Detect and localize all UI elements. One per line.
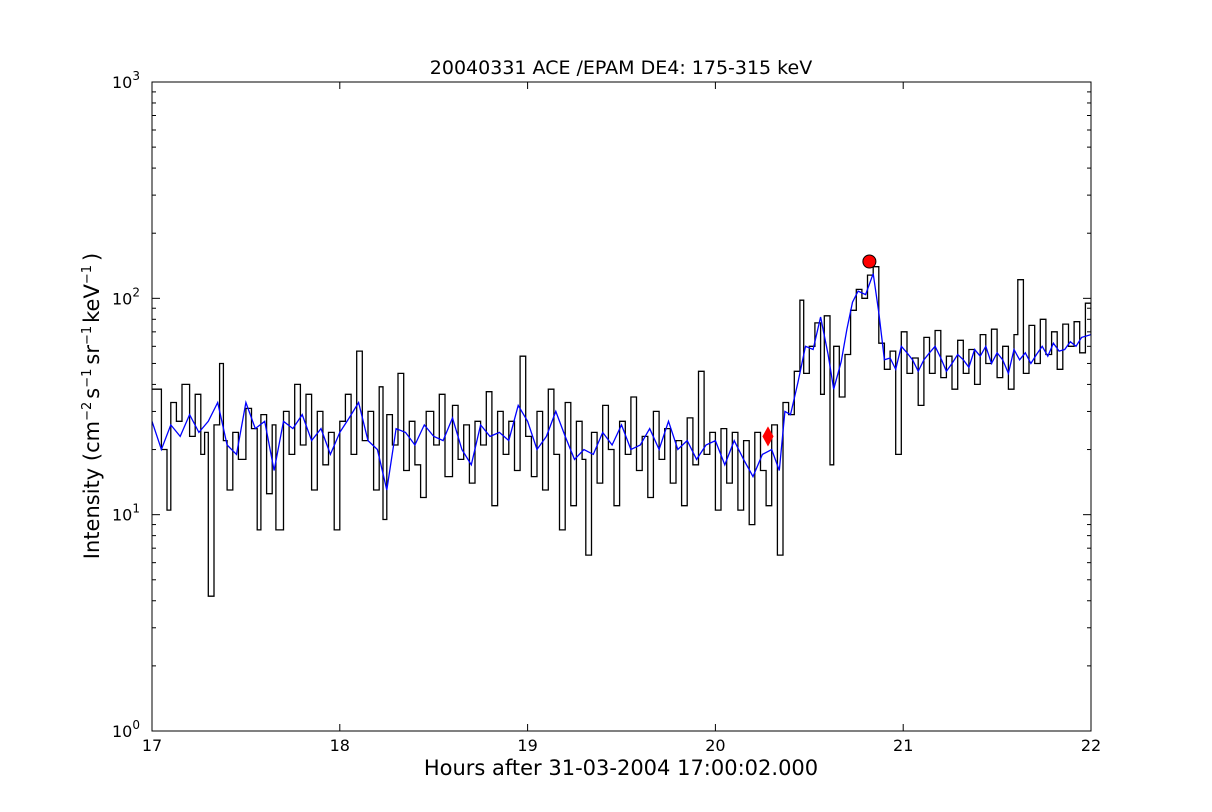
y-tick-label-0: 100 <box>112 718 140 741</box>
plot-area: 17 18 19 20 21 22 100 101 102 103 <box>112 69 1101 755</box>
x-axis: 17 18 19 20 21 22 <box>142 82 1101 755</box>
plot-frame <box>151 81 1092 732</box>
y-label-s: s <box>80 388 104 399</box>
x-tick-label-21: 21 <box>893 736 913 755</box>
marker-layer <box>762 254 877 447</box>
y-axis: 100 101 102 103 <box>112 69 1091 741</box>
y-label-kev: keV <box>80 284 104 323</box>
x-tick-label-18: 18 <box>330 736 350 755</box>
y-label-sup-sr: −1 <box>80 326 95 345</box>
series-line-1 <box>152 273 1091 491</box>
y-axis-label: Intensity (cm−2s−1sr−1keV−1) <box>80 253 104 559</box>
x-tick-label-22: 22 <box>1081 736 1101 755</box>
chart-title: 20040331 ACE /EPAM DE4: 175-315 keV <box>430 57 812 79</box>
y-tick-label-2: 102 <box>112 285 140 308</box>
y-tick-label-1: 101 <box>112 502 140 525</box>
series-layer <box>152 266 1091 597</box>
marker-diamond <box>762 426 774 447</box>
y-label-sup-cm: −2 <box>80 402 95 421</box>
y-label-sup-kev: −1 <box>80 265 95 284</box>
marker-circle <box>862 254 877 269</box>
x-tick-label-19: 19 <box>517 736 537 755</box>
x-axis-label: Hours after 31-03-2004 17:00:02.000 <box>424 756 818 780</box>
y-label-sr: sr <box>80 345 104 365</box>
series-line-0 <box>152 266 1091 597</box>
y-label-sup-s: −1 <box>80 369 95 388</box>
y-tick-label-3: 103 <box>112 69 140 92</box>
x-tick-label-17: 17 <box>142 736 162 755</box>
x-tick-label-20: 20 <box>705 736 725 755</box>
y-label-close: ) <box>80 253 104 261</box>
y-label-intensity: Intensity (cm <box>80 421 104 559</box>
